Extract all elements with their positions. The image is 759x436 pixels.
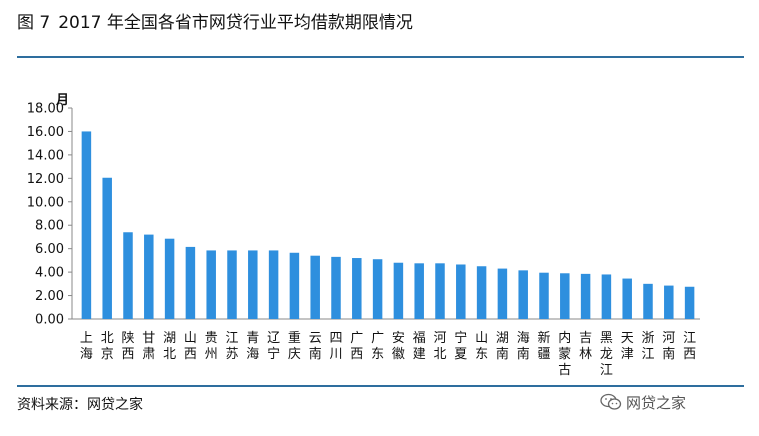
x-tick-label: 吉林	[579, 331, 592, 362]
bar-贵州	[206, 250, 216, 319]
bar-河南	[664, 285, 674, 319]
x-tick-label: 辽宁	[267, 331, 280, 362]
y-tick-label: 16.00	[27, 125, 64, 140]
x-tick-label: 浙江	[641, 331, 654, 362]
bar-陕西	[123, 232, 133, 319]
y-tick-label: 10.00	[27, 195, 64, 210]
watermark: 网贷之家	[600, 392, 686, 413]
x-tick-label: 云南	[309, 331, 322, 362]
bar-新疆	[539, 272, 549, 319]
x-tick-label: 广西	[350, 331, 363, 362]
bar-chart: 0.00 2.00 4.00 6.00 8.00 10.00 12.00 14.00 16.00…	[27, 93, 700, 378]
bar-湖南	[497, 268, 508, 319]
y-tick-label: 0.00	[35, 313, 64, 328]
bar-山东	[476, 266, 487, 319]
bar-山西	[185, 246, 196, 319]
bar-重庆	[289, 252, 300, 319]
x-tick-label: 甘肃	[142, 331, 155, 362]
source-note: 资料来源：网贷之家	[17, 397, 143, 413]
bar-浙江	[643, 283, 653, 319]
bar-广东	[372, 259, 383, 319]
x-tick-label: 天津	[621, 331, 634, 362]
bar-广西	[352, 258, 362, 319]
bar-江西	[684, 286, 695, 319]
x-tick-label: 安徽	[392, 331, 405, 362]
y-tick-label: 6.00	[35, 242, 64, 257]
x-tick-label: 河南	[662, 331, 675, 362]
x-tick-label: 宁夏	[454, 330, 467, 362]
x-tick-label: 海南	[517, 331, 530, 362]
x-tick-label: 江西	[683, 331, 696, 362]
bar-甘肃	[144, 234, 154, 319]
x-tick-label: 湖北	[163, 331, 176, 362]
bar-江苏	[227, 250, 237, 319]
x-tick-label: 内蒙古	[558, 330, 571, 378]
bar-内蒙古	[560, 273, 570, 319]
x-tick-label: 青海	[246, 331, 259, 362]
x-tick-label: 北京	[101, 331, 114, 362]
x-tick-label: 贵州	[205, 331, 218, 362]
x-tick-label: 河北	[433, 331, 446, 362]
title-divider	[17, 56, 744, 58]
bar-辽宁	[268, 250, 279, 319]
x-tick-label: 广东	[371, 331, 384, 362]
x-tick-label: 福建	[413, 331, 426, 362]
bar-河北	[435, 263, 445, 319]
wechat-icon	[600, 393, 622, 410]
y-tick-label: 4.00	[35, 266, 64, 281]
x-tick-label: 新疆	[537, 330, 550, 362]
x-tick-label: 湖南	[496, 331, 509, 362]
bar-云南	[310, 255, 320, 319]
y-tick-label: 12.00	[27, 172, 64, 187]
y-tick-label: 18.00	[27, 102, 64, 117]
y-axis-unit-label: 月	[55, 93, 69, 108]
bar-湖北	[164, 238, 175, 319]
x-tick-label: 四川	[329, 331, 342, 362]
bar-上海	[81, 131, 92, 319]
x-tick-label: 上海	[80, 331, 93, 362]
bar-吉林	[580, 273, 591, 319]
footer-divider	[17, 385, 744, 387]
title-text: 2017 年全国各省市网贷行业平均借款期限情况	[58, 13, 413, 33]
bar-福建	[414, 263, 424, 319]
x-tick-label: 黑龙江	[600, 331, 613, 378]
chart-title: 图 7 2017 年全国各省市网贷行业平均借款期限情况	[17, 12, 413, 34]
bar-北京	[102, 177, 112, 319]
watermark-text: 网贷之家	[626, 394, 687, 412]
bar-宁夏	[456, 264, 466, 319]
x-tick-label: 山西	[184, 331, 197, 362]
bar-海南	[518, 270, 528, 319]
y-tick-label: 8.00	[35, 219, 64, 234]
y-tick-label: 2.00	[35, 289, 64, 304]
bar-青海	[248, 250, 258, 319]
x-tick-label: 陕西	[121, 331, 134, 362]
bar-黑龙江	[601, 274, 612, 319]
x-tick-label: 重庆	[288, 330, 301, 362]
y-tick-label: 14.00	[27, 148, 64, 163]
bar-天津	[622, 278, 632, 319]
bar-安徽	[393, 262, 404, 319]
figure-label: 图 7	[17, 13, 51, 33]
bar-四川	[331, 256, 341, 319]
x-tick-label: 江苏	[225, 331, 238, 362]
x-tick-label: 山东	[475, 331, 488, 362]
